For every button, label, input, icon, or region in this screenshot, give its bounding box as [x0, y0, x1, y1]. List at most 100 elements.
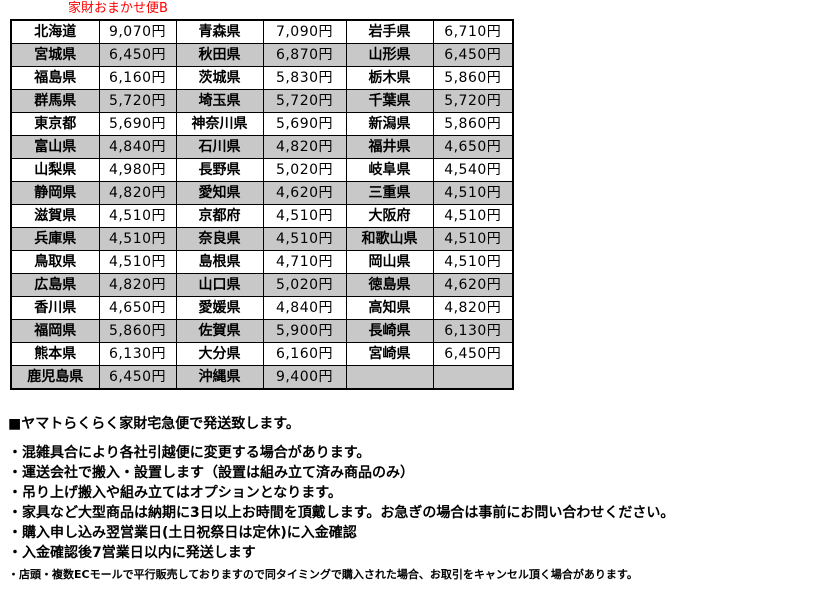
fee-cell: 4,510円	[432, 227, 514, 251]
prefecture-cell: 群馬県	[10, 89, 100, 113]
prefecture-cell: 滋賀県	[10, 204, 100, 228]
prefecture-cell: 東京都	[10, 112, 100, 136]
prefecture-cell: 沖縄県	[175, 365, 264, 390]
fee-cell: 5,860円	[98, 319, 177, 343]
prefecture-cell: 島根県	[175, 250, 264, 274]
prefecture-cell: 茨城県	[175, 66, 264, 90]
table-row: 福島県 6,160円 茨城県 5,830円 栃木県 5,860円	[10, 66, 514, 90]
note-item: ・運送会社で搬入・設置します（設置は組み立て済み商品のみ）	[8, 465, 414, 481]
fee-cell: 5,690円	[98, 112, 177, 136]
prefecture-cell: 岐阜県	[345, 158, 434, 182]
prefecture-cell: 北海道	[10, 19, 100, 44]
note-item: ・家具など大型商品は納期に3日以上お時間を頂戴します。お急ぎの場合は事前にお問い…	[8, 505, 675, 521]
fee-cell: 5,860円	[432, 112, 514, 136]
fee-cell: 4,710円	[262, 250, 347, 274]
prefecture-cell: 千葉県	[345, 89, 434, 113]
fee-cell: 5,900円	[262, 319, 347, 343]
fee-cell: 4,510円	[98, 250, 177, 274]
prefecture-cell: 埼玉県	[175, 89, 264, 113]
fee-cell: 4,820円	[262, 135, 347, 159]
prefecture-cell: 静岡県	[10, 181, 100, 205]
fee-cell: 6,450円	[98, 365, 177, 390]
fee-cell: 5,690円	[262, 112, 347, 136]
prefecture-cell: 富山県	[10, 135, 100, 159]
prefecture-cell: 大分県	[175, 342, 264, 366]
fee-cell: 5,720円	[98, 89, 177, 113]
note-item: ・入金確認後7営業日以内に発送します	[8, 545, 256, 561]
fee-cell: 5,020円	[262, 273, 347, 297]
fee-cell: 6,450円	[98, 43, 177, 67]
fee-cell: 4,650円	[432, 135, 514, 159]
fee-cell: 4,840円	[98, 135, 177, 159]
notes-list: ・混雑具合により各社引越便に変更する場合があります。 ・運送会社で搬入・設置します…	[8, 443, 820, 563]
prefecture-cell: 香川県	[10, 296, 100, 320]
fee-cell: 4,510円	[98, 204, 177, 228]
prefecture-cell: 愛知県	[175, 181, 264, 205]
prefecture-cell: 山梨県	[10, 158, 100, 182]
prefecture-cell: 山口県	[175, 273, 264, 297]
prefecture-cell: 栃木県	[345, 66, 434, 90]
fee-cell: 5,020円	[262, 158, 347, 182]
prefecture-cell: 神奈川県	[175, 112, 264, 136]
prefecture-cell: 宮崎県	[345, 342, 434, 366]
fee-cell: 4,540円	[432, 158, 514, 182]
prefecture-cell: 京都府	[175, 204, 264, 228]
table-row: 富山県 4,840円 石川県 4,820円 福井県 4,650円	[10, 135, 514, 159]
prefecture-cell: 高知県	[345, 296, 434, 320]
shipping-fee-table: 北海道 9,070円 青森県 7,090円 岩手県 6,710円 宮城県 6,450円 秋田県 6…	[10, 19, 514, 390]
fee-cell: 4,510円	[262, 204, 347, 228]
prefecture-cell: 熊本県	[10, 342, 100, 366]
prefecture-cell: 和歌山県	[345, 227, 434, 251]
table-row: 広島県 4,820円 山口県 5,020円 徳島県 4,620円	[10, 273, 514, 297]
fee-cell: 6,130円	[98, 342, 177, 366]
note-item: ・購入申し込み翌営業日(土日祝祭日は定休)に入金確認	[8, 525, 357, 541]
table-row: 北海道 9,070円 青森県 7,090円 岩手県 6,710円	[10, 19, 514, 44]
fee-cell: 4,620円	[262, 181, 347, 205]
table-row: 宮城県 6,450円 秋田県 6,870円 山形県 6,450円	[10, 43, 514, 67]
prefecture-cell: 鳥取県	[10, 250, 100, 274]
fee-cell: 4,620円	[432, 273, 514, 297]
fee-cell: 7,090円	[262, 19, 347, 44]
prefecture-cell: 福井県	[345, 135, 434, 159]
fee-cell: 6,160円	[98, 66, 177, 90]
table-row: 東京都 5,690円 神奈川県 5,690円 新潟県 5,860円	[10, 112, 514, 136]
fee-cell: 6,870円	[262, 43, 347, 67]
shipping-fee-table-body: 北海道 9,070円 青森県 7,090円 岩手県 6,710円 宮城県 6,450円 秋田県 6…	[10, 19, 514, 390]
prefecture-cell: 長崎県	[345, 319, 434, 343]
prefecture-cell: 鹿児島県	[10, 365, 100, 390]
table-row: 山梨県 4,980円 長野県 5,020円 岐阜県 4,540円	[10, 158, 514, 182]
prefecture-cell: 愛媛県	[175, 296, 264, 320]
prefecture-cell: 三重県	[345, 181, 434, 205]
fee-cell: 4,840円	[262, 296, 347, 320]
prefecture-cell: 秋田県	[175, 43, 264, 67]
table-row: 香川県 4,650円 愛媛県 4,840円 高知県 4,820円	[10, 296, 514, 320]
note-item: ・吊り上げ搬入や組み立てはオプションとなります。	[8, 485, 342, 501]
notes-heading: ■ヤマトらくらく家財宅急便で発送致します。	[8, 416, 300, 432]
fee-cell: 6,450円	[432, 43, 514, 67]
shipping-notes: ■ヤマトらくらく家財宅急便で発送致します。 ・混雑具合により各社引越便に変更する…	[8, 414, 820, 584]
fee-cell: 5,720円	[262, 89, 347, 113]
fee-cell: 6,710円	[432, 19, 514, 44]
prefecture-cell: 岩手県	[345, 19, 434, 44]
prefecture-cell: 福島県	[10, 66, 100, 90]
fee-cell: 5,720円	[432, 89, 514, 113]
prefecture-cell	[345, 365, 434, 390]
shipping-fee-table-container: 北海道 9,070円 青森県 7,090円 岩手県 6,710円 宮城県 6,450円 秋田県 6…	[10, 19, 514, 390]
prefecture-cell: 福岡県	[10, 319, 100, 343]
table-row: 熊本県 6,130円 大分県 6,160円 宮崎県 6,450円	[10, 342, 514, 366]
prefecture-cell: 宮城県	[10, 43, 100, 67]
prefecture-cell: 新潟県	[345, 112, 434, 136]
fee-cell: 9,400円	[262, 365, 347, 390]
fee-cell: 4,820円	[98, 181, 177, 205]
prefecture-cell: 青森県	[175, 19, 264, 44]
table-row: 兵庫県 4,510円 奈良県 4,510円 和歌山県 4,510円	[10, 227, 514, 251]
fee-cell: 6,160円	[262, 342, 347, 366]
fee-cell: 5,860円	[432, 66, 514, 90]
fee-cell: 9,070円	[98, 19, 177, 44]
fee-cell: 6,130円	[432, 319, 514, 343]
notes-fine-print: ・店頭・複数ECモールで平行販売しておりますので同タイミングで購入された場合、お…	[8, 568, 638, 581]
prefecture-cell: 長野県	[175, 158, 264, 182]
table-row: 鳥取県 4,510円 島根県 4,710円 岡山県 4,510円	[10, 250, 514, 274]
table-row: 鹿児島県 6,450円 沖縄県 9,400円	[10, 365, 514, 390]
prefecture-cell: 兵庫県	[10, 227, 100, 251]
